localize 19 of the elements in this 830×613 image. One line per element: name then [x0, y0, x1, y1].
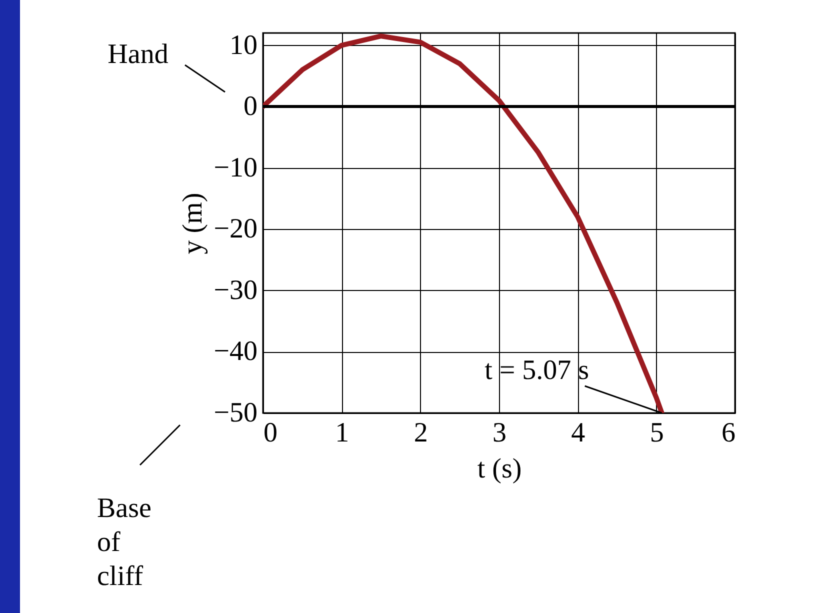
y-tick-label: −30 — [214, 274, 258, 306]
y-tick-label: −10 — [214, 152, 258, 184]
y-tick-label: −50 — [214, 398, 258, 428]
x-tick-label: 0 — [264, 418, 278, 448]
y-tick-label: 10 — [230, 30, 258, 61]
x-axis-title: t (s) — [477, 454, 522, 484]
y-axis-title: y (m) — [178, 192, 209, 254]
text: Hand — [108, 39, 168, 70]
y-tick-label: −40 — [214, 336, 258, 368]
annotation: t = 5.07 s — [484, 355, 590, 386]
x-tick-label: 4 — [571, 418, 586, 448]
x-tick-label: 3 — [492, 418, 506, 448]
text: Base of cliff — [97, 493, 152, 592]
y-tick-label: −20 — [214, 214, 258, 245]
x-tick-label: 1 — [335, 418, 350, 448]
x-tick-label: 5 — [650, 418, 664, 448]
x-tick-label: 6 — [722, 418, 736, 448]
x-tick-label: 2 — [414, 418, 428, 448]
y-tick-label: 0 — [244, 91, 258, 122]
